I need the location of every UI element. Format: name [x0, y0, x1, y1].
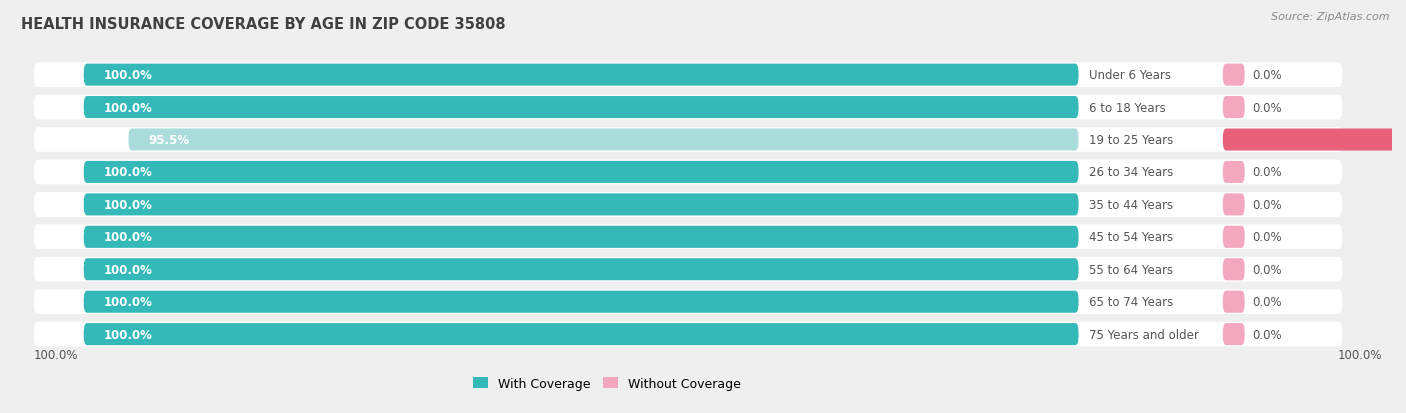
FancyBboxPatch shape: [1223, 226, 1244, 248]
Text: 65 to 74 Years: 65 to 74 Years: [1088, 295, 1173, 309]
Text: 0.0%: 0.0%: [1253, 263, 1282, 276]
Text: 0.0%: 0.0%: [1253, 198, 1282, 211]
Text: 0.0%: 0.0%: [1253, 295, 1282, 309]
Text: 100.0%: 100.0%: [104, 198, 152, 211]
Text: 100.0%: 100.0%: [104, 295, 152, 309]
Text: 0.0%: 0.0%: [1253, 328, 1282, 341]
FancyBboxPatch shape: [1223, 161, 1244, 183]
FancyBboxPatch shape: [34, 128, 1343, 152]
FancyBboxPatch shape: [1223, 291, 1244, 313]
Text: 100.0%: 100.0%: [1337, 348, 1382, 361]
FancyBboxPatch shape: [84, 259, 1078, 280]
FancyBboxPatch shape: [84, 161, 1078, 183]
FancyBboxPatch shape: [34, 63, 1343, 88]
Text: 45 to 54 Years: 45 to 54 Years: [1088, 231, 1173, 244]
Text: 75 Years and older: 75 Years and older: [1088, 328, 1198, 341]
FancyBboxPatch shape: [1223, 97, 1244, 119]
FancyBboxPatch shape: [34, 192, 1343, 217]
Text: 100.0%: 100.0%: [104, 231, 152, 244]
Text: HEALTH INSURANCE COVERAGE BY AGE IN ZIP CODE 35808: HEALTH INSURANCE COVERAGE BY AGE IN ZIP …: [21, 17, 506, 31]
FancyBboxPatch shape: [34, 160, 1343, 185]
FancyBboxPatch shape: [34, 290, 1343, 314]
Text: 35 to 44 Years: 35 to 44 Years: [1088, 198, 1173, 211]
FancyBboxPatch shape: [1223, 129, 1406, 151]
FancyBboxPatch shape: [1223, 259, 1244, 280]
Text: 100.0%: 100.0%: [104, 328, 152, 341]
Text: Source: ZipAtlas.com: Source: ZipAtlas.com: [1271, 12, 1389, 22]
Text: 100.0%: 100.0%: [104, 263, 152, 276]
Text: 0.0%: 0.0%: [1253, 101, 1282, 114]
Text: 95.5%: 95.5%: [149, 134, 190, 147]
FancyBboxPatch shape: [1223, 64, 1244, 86]
FancyBboxPatch shape: [34, 322, 1343, 347]
FancyBboxPatch shape: [1223, 323, 1244, 345]
FancyBboxPatch shape: [84, 97, 1078, 119]
Text: 19 to 25 Years: 19 to 25 Years: [1088, 134, 1173, 147]
Text: 100.0%: 100.0%: [104, 101, 152, 114]
FancyBboxPatch shape: [34, 225, 1343, 249]
Text: 100.0%: 100.0%: [104, 69, 152, 82]
Text: 100.0%: 100.0%: [34, 348, 79, 361]
FancyBboxPatch shape: [84, 194, 1078, 216]
FancyBboxPatch shape: [84, 226, 1078, 248]
FancyBboxPatch shape: [84, 64, 1078, 86]
FancyBboxPatch shape: [84, 291, 1078, 313]
Text: 26 to 34 Years: 26 to 34 Years: [1088, 166, 1173, 179]
Text: 6 to 18 Years: 6 to 18 Years: [1088, 101, 1166, 114]
FancyBboxPatch shape: [34, 95, 1343, 120]
FancyBboxPatch shape: [128, 129, 1078, 151]
FancyBboxPatch shape: [84, 323, 1078, 345]
Legend: With Coverage, Without Coverage: With Coverage, Without Coverage: [468, 372, 745, 395]
Text: 100.0%: 100.0%: [104, 166, 152, 179]
Text: 0.0%: 0.0%: [1253, 69, 1282, 82]
FancyBboxPatch shape: [34, 257, 1343, 282]
Text: Under 6 Years: Under 6 Years: [1088, 69, 1171, 82]
Text: 55 to 64 Years: 55 to 64 Years: [1088, 263, 1173, 276]
Text: 0.0%: 0.0%: [1253, 166, 1282, 179]
Text: 0.0%: 0.0%: [1253, 231, 1282, 244]
FancyBboxPatch shape: [1223, 194, 1244, 216]
